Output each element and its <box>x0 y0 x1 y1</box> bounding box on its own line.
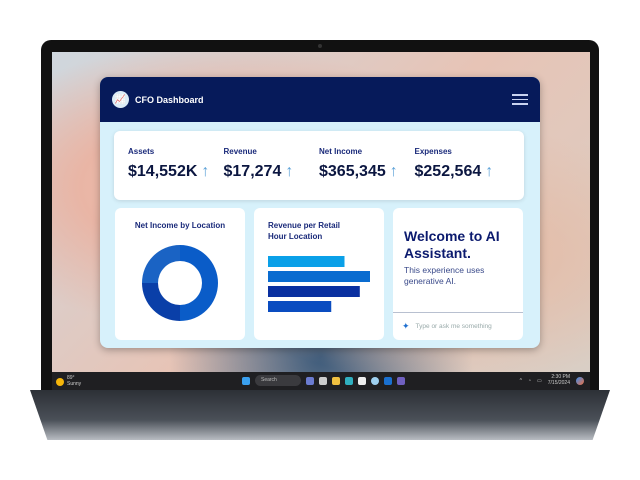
kpi-net-income: Net Income $365,345 ↑ <box>319 147 415 200</box>
ai-assistant-card: Welcome to AI Assistant. This experience… <box>393 208 523 340</box>
taskbar-search[interactable]: Search <box>255 375 301 386</box>
store-icon[interactable] <box>358 376 366 385</box>
taskbar: 89° Sunny Search ^ ◔ ▭ 2:30 PM 7/15/2024 <box>52 372 590 390</box>
weather-temp: 89° <box>67 375 75 381</box>
screen: 📈 CFO Dashboard Assets $14,552K ↑ Revenue $… <box>52 52 590 390</box>
kpi-card: Assets $14,552K ↑ Revenue $17,274 ↑ Net Inco… <box>114 131 524 200</box>
donut-slice-1 <box>142 283 180 321</box>
battery-icon[interactable]: ▭ <box>537 377 542 384</box>
ai-prompt-input[interactable]: ✦ Type or ask me something <box>393 312 523 340</box>
kpi-label: Assets <box>128 147 155 156</box>
sparkle-icon: ✦ <box>402 321 410 331</box>
arrow-up-icon: ↑ <box>485 163 494 180</box>
bar-2 <box>268 286 360 297</box>
kpi-value: $14,552K <box>128 163 198 180</box>
bar-chart <box>268 256 370 312</box>
wifi-icon[interactable]: ◔ <box>527 377 532 384</box>
chart-growth-icon: 📈 <box>112 91 129 108</box>
date: 7/15/2024 <box>547 379 570 386</box>
hamburger-icon[interactable] <box>512 91 528 108</box>
weather-desc: Sunny <box>67 380 82 387</box>
outlook-icon[interactable] <box>384 376 392 385</box>
bars-title: Revenue per Retail Hour Location <box>268 221 341 241</box>
task-view-icon[interactable] <box>306 376 314 385</box>
ai-placeholder: Type or ask me something <box>415 323 492 330</box>
donut-slice-2 <box>142 245 180 283</box>
kpi-label: Expenses <box>414 147 452 156</box>
kpi-assets: Assets $14,552K ↑ <box>128 147 224 200</box>
kpi-label: Revenue <box>223 147 257 156</box>
donut-chart <box>142 245 218 321</box>
kpi-value: $252,564 <box>414 163 482 180</box>
teams-icon[interactable] <box>397 376 405 385</box>
windows-start-icon[interactable] <box>242 376 250 385</box>
edge-icon[interactable] <box>345 376 353 385</box>
ai-heading: Welcome to AI Assistant. <box>404 228 500 261</box>
arrow-up-icon: ↑ <box>285 163 294 180</box>
copilot-icon[interactable] <box>576 376 584 385</box>
arrow-up-icon: ↑ <box>201 163 210 180</box>
bar-1 <box>268 271 370 282</box>
clock[interactable]: 2:30 PM 7/15/2024 <box>547 374 570 386</box>
bar-3 <box>268 301 332 312</box>
weather-widget[interactable]: 89° Sunny <box>56 375 82 387</box>
widgets-icon[interactable] <box>319 376 327 385</box>
donut-title: Net Income by Location <box>134 221 226 230</box>
kpi-value: $365,345 <box>319 163 386 180</box>
arrow-up-icon: ↑ <box>389 163 398 180</box>
donut-slice-0 <box>180 245 218 321</box>
donut-card[interactable]: Net Income by Location <box>115 208 245 340</box>
header: 📈 CFO Dashboard <box>100 77 540 122</box>
bars-card[interactable]: Revenue per Retail Hour Location <box>254 208 384 340</box>
file-explorer-icon[interactable] <box>332 376 340 385</box>
bar-0 <box>268 256 345 267</box>
chevron-up-icon[interactable]: ^ <box>519 377 522 384</box>
webcam <box>318 44 322 48</box>
kpi-expenses: Expenses $252,564 ↑ <box>415 147 511 200</box>
kpi-value: $17,274 <box>223 163 282 180</box>
app-icon[interactable] <box>371 376 379 385</box>
time: 2:30 PM <box>551 374 570 380</box>
laptop-keyboard-base <box>30 390 610 440</box>
dashboard-window: 📈 CFO Dashboard Assets $14,552K ↑ Revenue $… <box>100 77 540 348</box>
ai-subtitle: This experience uses generative AI. <box>404 265 485 286</box>
kpi-revenue: Revenue $17,274 ↑ <box>224 147 320 200</box>
sun-icon <box>56 377 64 386</box>
kpi-label: Net Income <box>319 147 363 156</box>
app-title: CFO Dashboard <box>135 94 204 105</box>
